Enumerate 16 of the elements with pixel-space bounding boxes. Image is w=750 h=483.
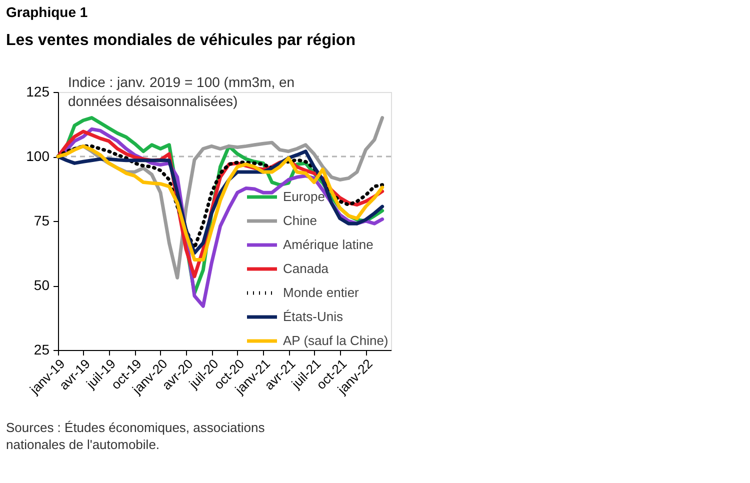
y-tick-label: 25 (34, 342, 50, 358)
legend-label: Europe (283, 189, 325, 204)
y-tick-label: 125 (26, 84, 50, 100)
legend-label: États-Unis (283, 309, 344, 324)
legend-label: Chine (283, 213, 317, 228)
y-tick-label: 75 (34, 212, 50, 228)
legend-label: Amérique latine (283, 237, 374, 252)
y-tick-label: 50 (34, 277, 50, 293)
legend-label: Canada (283, 261, 330, 276)
y-tick-label: 100 (26, 148, 50, 164)
legend-label: AP (sauf la Chine) (283, 333, 388, 348)
annotation: Indice : janv. 2019 = 100 (mm3m, en données désaisonnalisées) (68, 74, 295, 109)
chart-subtitle: Les ventes mondiales de véhicules par région (6, 32, 356, 49)
chart-title: Graphique 1 (6, 4, 88, 20)
legend-label: Monde entier (283, 285, 360, 300)
source-note: Sources : Études économiques, associations nationales de l'automobile. (6, 420, 266, 452)
